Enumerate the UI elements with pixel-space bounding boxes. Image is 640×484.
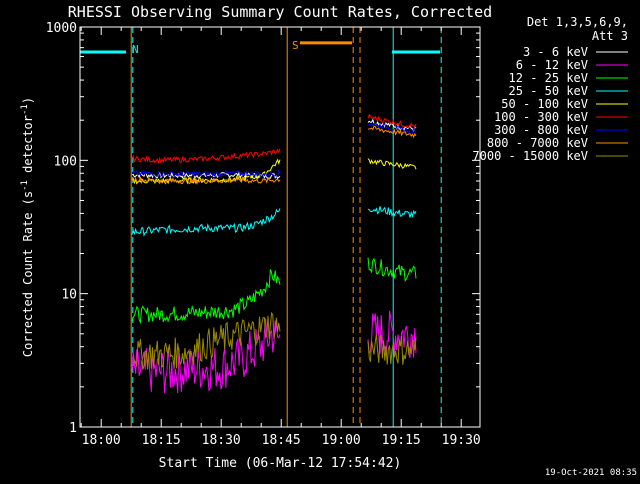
series-100-300-kev (131, 113, 417, 165)
x-tick-label: 18:00 (82, 433, 121, 448)
legend-label: 6 - 12 keV (516, 58, 588, 72)
saa-marker-label: S (292, 39, 299, 52)
series-50-100-kev (131, 158, 417, 185)
series-line (131, 175, 281, 185)
y-tick-label: 1000 (46, 21, 77, 36)
series-line (367, 206, 417, 219)
legend-label: 100 - 300 keV (494, 110, 588, 124)
x-axis-label: Start Time (06-Mar-12 17:54:42) (159, 456, 402, 471)
chart-title: RHESSI Observing Summary Count Rates, Co… (68, 3, 492, 21)
night-marker-label: N (132, 43, 139, 56)
x-tick-label: 19:30 (442, 433, 481, 448)
series-6-12-kev (131, 310, 417, 394)
plot-frame (79, 26, 481, 428)
series-300-800-kev (131, 123, 417, 179)
series-line (367, 257, 417, 282)
series-25-50-kev (131, 206, 417, 237)
y-axis-label: Corrected Count Rate (s-1 detector-1) (20, 97, 35, 357)
x-tick-label: 19:00 (322, 433, 361, 448)
series-800-7000-kev (131, 125, 417, 185)
series-line (367, 158, 417, 170)
series-line (367, 123, 417, 135)
legend-label: 7000 - 15000 keV (472, 149, 588, 163)
legend-label: 3 - 6 keV (523, 45, 588, 59)
x-tick-label: 18:15 (142, 433, 181, 448)
legend-header-detectors: Det 1,3,5,6,9, (527, 15, 628, 29)
series-line (131, 311, 281, 370)
series-line (131, 169, 281, 179)
series-line (131, 269, 281, 325)
series-line (131, 208, 281, 237)
series-line (131, 148, 281, 165)
x-tick-label: 18:45 (262, 433, 301, 448)
series-12-25-kev (131, 257, 417, 325)
series-line (367, 113, 417, 129)
x-tick-label: 18:30 (202, 433, 241, 448)
x-tick-label: 19:15 (382, 433, 421, 448)
legend-label: 300 - 800 keV (494, 123, 588, 137)
series-line (131, 318, 281, 394)
legend-label: 12 - 25 keV (509, 71, 588, 85)
y-tick-label: 10 (61, 288, 77, 303)
y-tick-label: 100 (54, 154, 77, 169)
series-line (367, 125, 417, 139)
timestamp-label: 19-Oct-2021 08:35 (545, 468, 637, 478)
series-line (367, 310, 417, 358)
legend-label: 800 - 7000 keV (487, 136, 588, 150)
series-line (367, 334, 417, 365)
series-line (131, 158, 281, 185)
y-tick-label: 1 (69, 421, 77, 436)
legend-label: 50 - 100 keV (501, 97, 588, 111)
series-line (367, 118, 417, 132)
series-7000-15000-kev (131, 311, 417, 370)
legend-header-attenuator: Att 3 (592, 29, 628, 43)
legend-label: 25 - 50 keV (509, 84, 588, 98)
